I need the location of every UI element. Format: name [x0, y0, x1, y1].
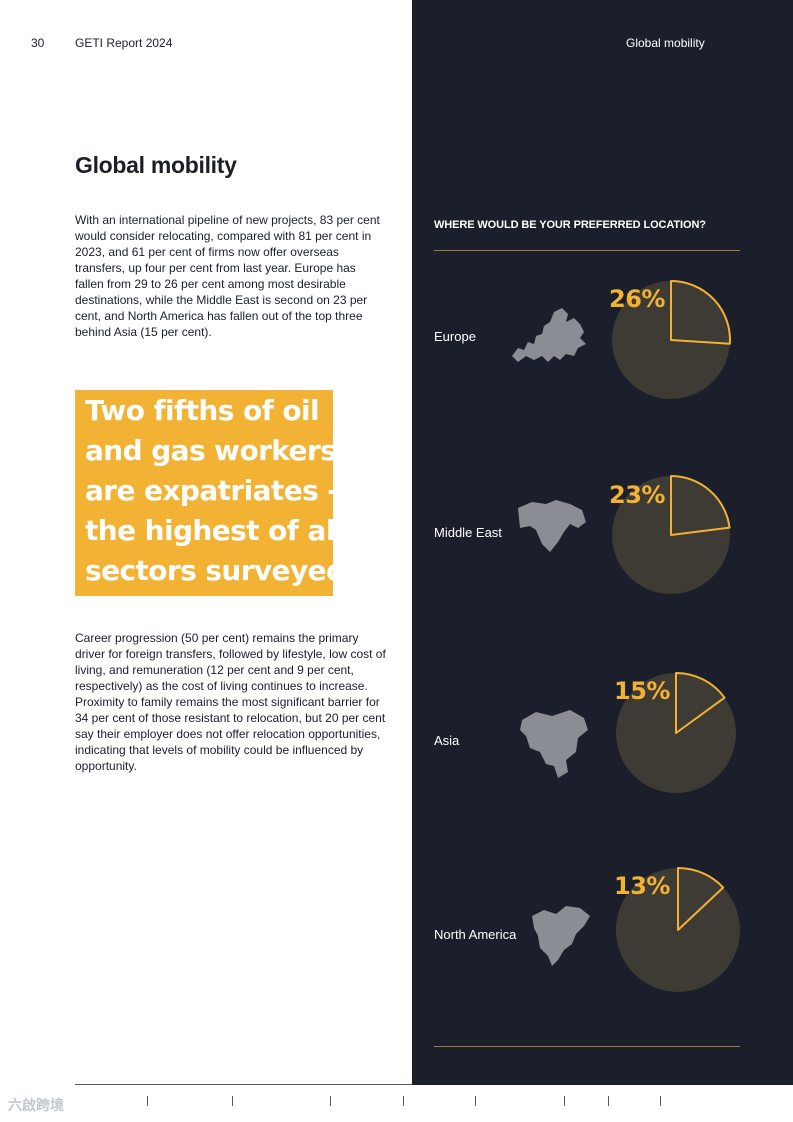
pie-middle-east [612, 475, 731, 594]
footer-tick [403, 1096, 404, 1106]
pie-slice-north-america [677, 867, 725, 931]
pull-quote-line: and gas workers [85, 434, 337, 467]
pie-europe [612, 280, 731, 399]
pie-slice-europe [670, 280, 731, 345]
region-label-europe: Europe [434, 329, 476, 344]
pie-asia [616, 672, 736, 793]
europe-map-icon [512, 308, 586, 362]
page-title: Global mobility [75, 152, 237, 178]
footer-tick [232, 1096, 233, 1106]
chart-bottom-rule [434, 1046, 740, 1047]
footer-line [75, 1084, 412, 1085]
pct-label-asia: 15% [614, 677, 670, 705]
pie-north-america [616, 867, 740, 992]
report-name: GETI Report 2024 [75, 36, 173, 50]
pull-quote-line: the highest of all [85, 514, 344, 547]
section-name: Global mobility [626, 36, 705, 50]
pull-quote-line: Two fifths of oil [85, 394, 320, 427]
footer-tick [660, 1096, 661, 1106]
pct-label-middle-east: 23% [609, 481, 665, 509]
page-number: 30 [31, 36, 45, 50]
pull-quote-line: are expatriates - [85, 474, 339, 507]
region-label-north-america: North America [434, 927, 517, 942]
footer-tick [564, 1096, 565, 1106]
region-label-asia: Asia [434, 733, 460, 748]
career-paragraph: Career progression (50 per cent) remains… [75, 631, 386, 773]
footer-tick [475, 1096, 476, 1106]
pct-label-north-america: 13% [614, 872, 670, 900]
pct-label-europe: 26% [609, 285, 665, 313]
pie-slice-middle-east [670, 475, 731, 536]
region-label-middle-east: Middle East [434, 525, 502, 540]
asia-map-icon [520, 710, 588, 778]
footer-tick [608, 1096, 609, 1106]
chart-top-rule [434, 250, 740, 251]
pull-quote-line: sectors surveyed. [85, 554, 356, 587]
north-america-map-icon [532, 906, 590, 966]
middle-east-map-icon [518, 500, 586, 552]
footer-tick [330, 1096, 331, 1106]
pull-quote: Two fifths of oil and gas workers are ex… [75, 390, 356, 596]
footer-tick [147, 1096, 148, 1106]
chart-question: WHERE WOULD BE YOUR PREFERRED LOCATION? [434, 219, 706, 231]
pie-slice-asia [675, 672, 726, 734]
intro-paragraph: With an international pipeline of new pr… [75, 213, 380, 339]
watermark: 六啟跨境 [8, 1097, 64, 1113]
